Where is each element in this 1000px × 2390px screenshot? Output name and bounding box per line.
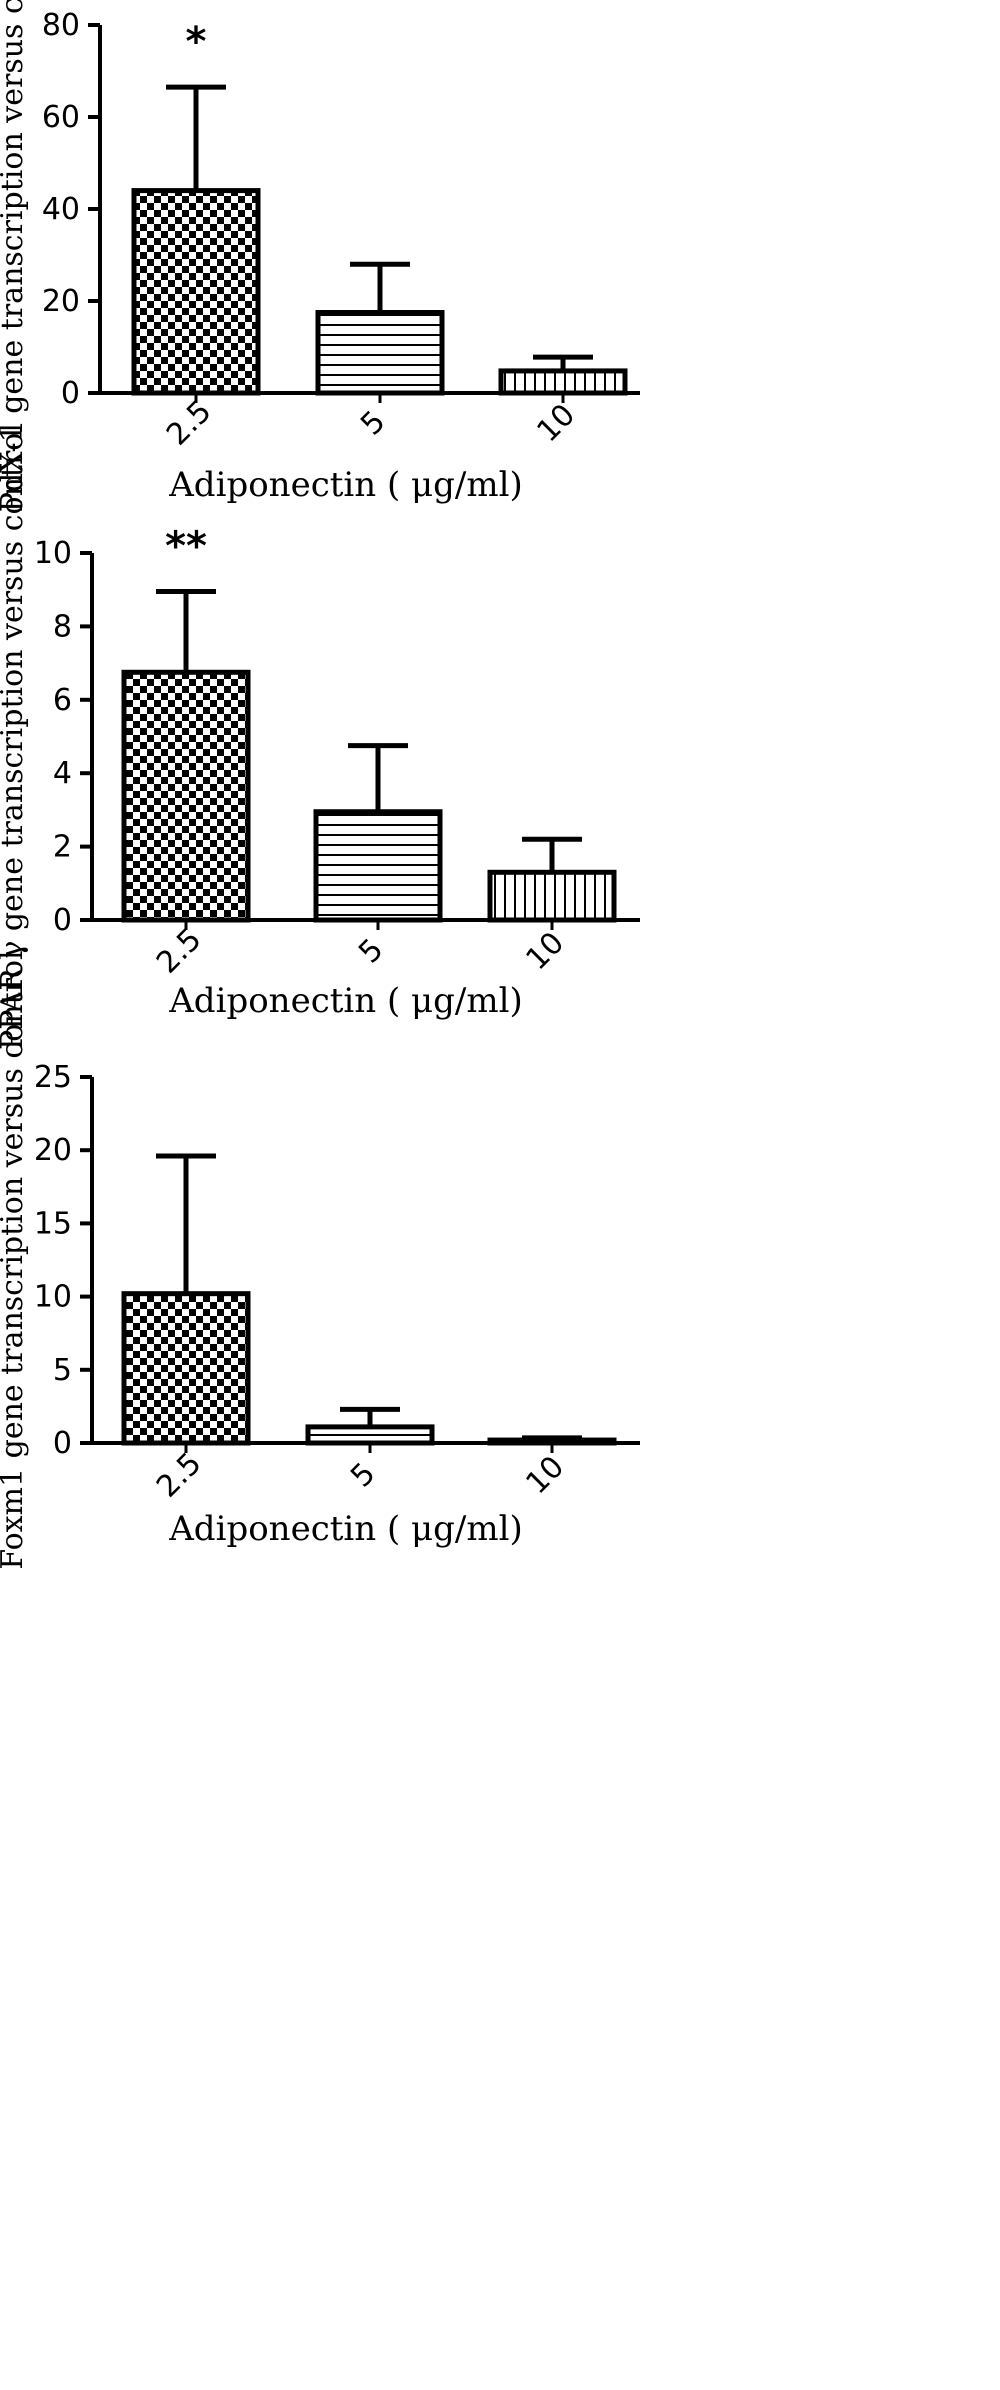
y-tick-label: 6 (53, 683, 72, 718)
bar (305, 1424, 435, 1446)
significance-label: * (186, 19, 207, 65)
y-tick-label: 2 (53, 830, 72, 865)
y-tick-label: 15 (34, 1206, 72, 1241)
y-tick-label: 20 (34, 1133, 72, 1168)
y-tick-label: 8 (53, 609, 72, 644)
y-axis-title: Foxm1 gene transcription versus control (0, 950, 30, 1569)
y-axis-title: PdX-1 gene transcription versus control (0, 0, 30, 512)
y-tick-label: 40 (42, 192, 80, 227)
bar (487, 869, 617, 923)
x-tick-label: 2.5 (150, 1446, 208, 1504)
y-tick-label: 25 (34, 1060, 72, 1095)
bar (121, 669, 251, 923)
y-tick-label: 0 (53, 903, 72, 938)
x-tick-label: 2.5 (160, 394, 218, 452)
x-axis-title: Adiponectin ( μg/ml) (168, 981, 523, 1021)
x-tick-label: 10 (530, 397, 582, 449)
y-tick-label: 5 (53, 1353, 72, 1388)
significance-label: ** (165, 524, 207, 570)
bar (315, 310, 445, 396)
x-axis-title: Adiponectin ( μg/ml) (168, 1509, 523, 1549)
bar (131, 188, 261, 396)
y-tick-label: 10 (34, 536, 72, 571)
x-tick-label: 5 (354, 404, 392, 442)
bar (498, 368, 628, 396)
x-axis-title: Adiponectin ( μg/ml) (168, 465, 523, 505)
y-tick-label: 4 (53, 756, 72, 791)
y-tick-label: 10 (34, 1280, 72, 1315)
x-tick-label: 10 (519, 1449, 571, 1501)
y-axis-title: PPAR γ gene transcription versus control (0, 423, 30, 1050)
chart-panel-pdx1: 0 20 40 60 80 * 2.5 5 10 PdX-1 gene transcription… (0, 0, 640, 512)
x-tick-label: 5 (352, 932, 390, 970)
y-tick-label: 0 (61, 376, 80, 411)
y-tick-label: 80 (42, 8, 80, 43)
bar (121, 1291, 251, 1446)
y-tick-label: 60 (42, 100, 80, 135)
x-tick-label: 10 (519, 925, 571, 977)
y-tick-label: 0 (53, 1426, 72, 1461)
x-tick-label: 2.5 (150, 922, 208, 980)
x-tick-label: 5 (344, 1456, 382, 1494)
bar (487, 1437, 617, 1446)
bar (313, 809, 443, 923)
y-tick-label: 20 (42, 284, 80, 319)
